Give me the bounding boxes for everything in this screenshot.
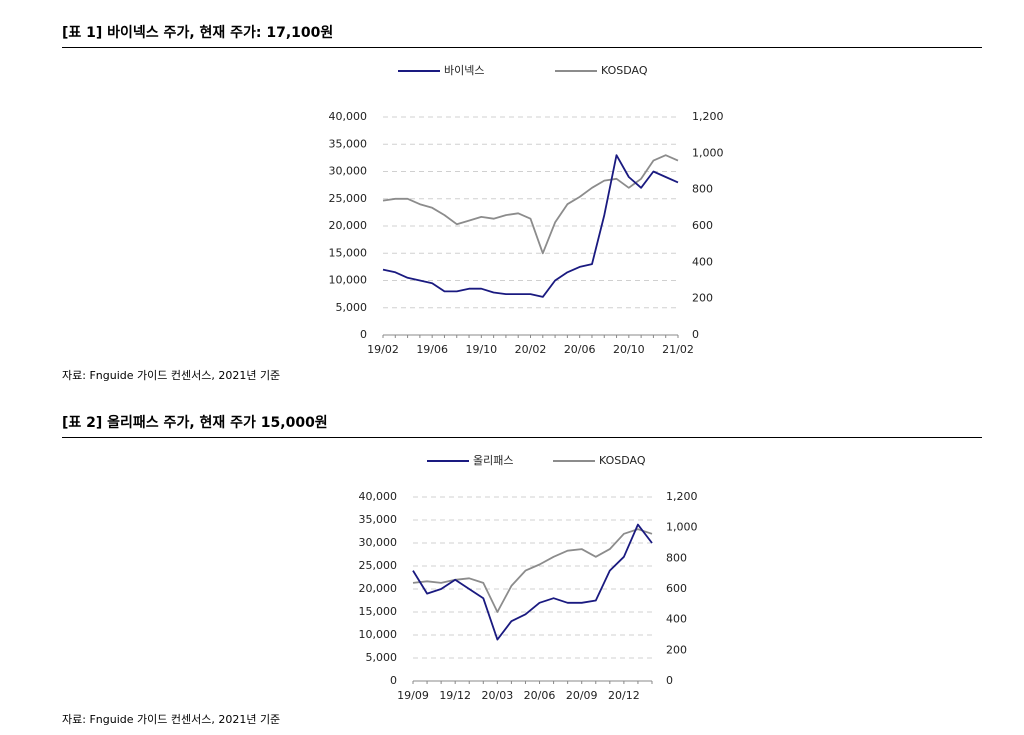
- legend-label: KOSDAQ: [601, 64, 648, 77]
- series-line: [412, 523, 653, 641]
- y-tick-label: 30,000: [329, 165, 368, 178]
- y2-tick-label: 0: [666, 674, 673, 687]
- y2-tick-label: 1,200: [666, 490, 698, 503]
- y2-tick-label: 1,200: [692, 110, 724, 123]
- y2-tick-label: 400: [666, 613, 687, 626]
- y2-tick-label: 200: [666, 643, 687, 656]
- y2-tick-label: 800: [692, 183, 713, 196]
- y-tick-label: 5,000: [336, 301, 368, 314]
- y-tick-label: 15,000: [359, 605, 398, 618]
- x-tick-label: 20/12: [608, 689, 640, 702]
- legend-label: 올리패스: [473, 454, 513, 467]
- legend-label: KOSDAQ: [599, 454, 646, 467]
- series-line: [382, 154, 679, 298]
- y-tick-label: 40,000: [359, 490, 398, 503]
- x-tick-label: 21/02: [662, 343, 694, 356]
- x-tick-label: 19/06: [416, 343, 448, 356]
- rule: [62, 47, 982, 48]
- x-tick-label: 20/06: [564, 343, 596, 356]
- x-tick-label: 20/02: [515, 343, 547, 356]
- y-tick-label: 0: [360, 328, 367, 341]
- y-tick-label: 35,000: [359, 513, 398, 526]
- section-title: [표 2] 올리패스 주가, 현재 주가 15,000원: [62, 415, 328, 431]
- legend-label: 바이넥스: [444, 64, 484, 77]
- y-tick-label: 20,000: [359, 582, 398, 595]
- x-tick-label: 20/06: [524, 689, 556, 702]
- y-tick-label: 20,000: [329, 219, 368, 232]
- y2-tick-label: 600: [666, 582, 687, 595]
- series-line: [382, 154, 679, 255]
- x-tick-label: 19/10: [465, 343, 497, 356]
- y-tick-label: 30,000: [359, 536, 398, 549]
- y-tick-label: 40,000: [329, 110, 368, 123]
- x-tick-label: 19/12: [439, 689, 471, 702]
- y-tick-label: 10,000: [329, 274, 368, 287]
- source: 자료: Fnguide 가이드 컨센서스, 2021년 기준: [62, 369, 281, 382]
- y2-tick-label: 1,000: [692, 146, 724, 159]
- y-tick-label: 5,000: [366, 651, 398, 664]
- x-tick-label: 20/09: [566, 689, 598, 702]
- x-tick-label: 20/03: [482, 689, 514, 702]
- y2-tick-label: 400: [692, 255, 713, 268]
- x-tick-label: 20/10: [613, 343, 645, 356]
- section-title: [표 1] 바이넥스 주가, 현재 주가: 17,100원: [62, 25, 334, 41]
- y2-tick-label: 600: [692, 219, 713, 232]
- rule: [62, 437, 982, 438]
- series-line: [412, 528, 653, 613]
- y-tick-label: 10,000: [359, 628, 398, 641]
- y2-tick-label: 800: [666, 551, 687, 564]
- y-tick-label: 25,000: [359, 559, 398, 572]
- y-tick-label: 15,000: [329, 246, 368, 259]
- y2-tick-label: 200: [692, 292, 713, 305]
- y-tick-label: 25,000: [329, 192, 368, 205]
- y-tick-label: 35,000: [329, 137, 368, 150]
- y2-tick-label: 0: [692, 328, 699, 341]
- y2-tick-label: 1,000: [666, 521, 698, 534]
- x-tick-label: 19/09: [397, 689, 429, 702]
- source: 자료: Fnguide 가이드 컨센서스, 2021년 기준: [62, 713, 281, 726]
- x-tick-label: 19/02: [367, 343, 399, 356]
- y-tick-label: 0: [390, 674, 397, 687]
